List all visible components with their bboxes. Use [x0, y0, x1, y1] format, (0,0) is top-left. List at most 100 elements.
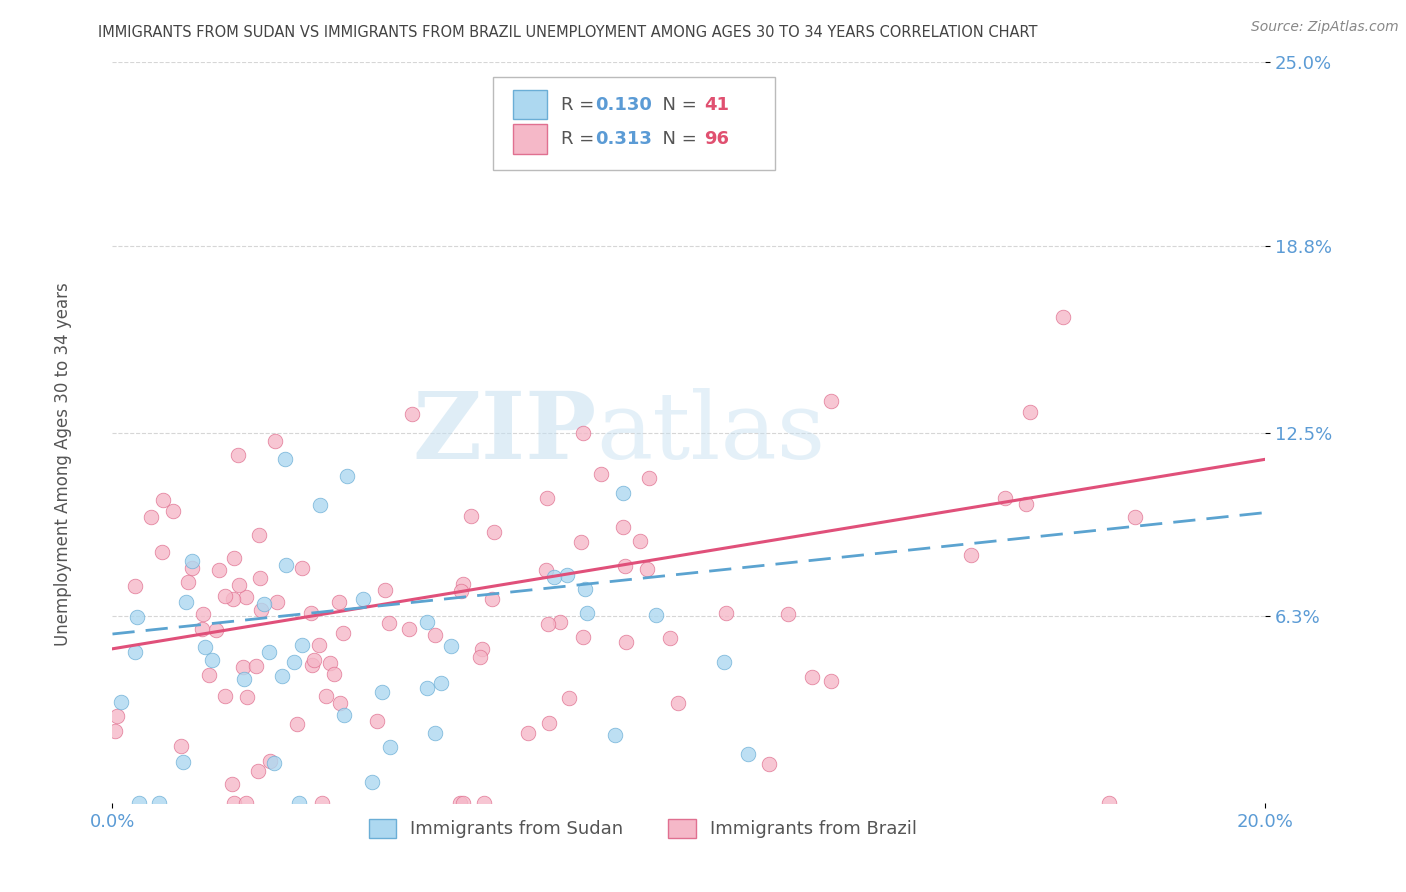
Point [162, 504, 184, 518]
Point [1052, 310, 1074, 325]
Point [204, 623, 226, 637]
Point [228, 578, 250, 592]
Point [180, 561, 202, 575]
Point [301, 606, 323, 620]
Point [311, 796, 333, 810]
Text: atlas: atlas [596, 388, 825, 477]
Point [374, 583, 396, 598]
Text: IMMIGRANTS FROM SUDAN VS IMMIGRANTS FROM BRAZIL UNEMPLOYMENT AMONG AGES 30 TO 34: IMMIGRANTS FROM SUDAN VS IMMIGRANTS FROM… [98, 25, 1038, 40]
Point [714, 607, 737, 621]
Point [236, 690, 259, 705]
Point [603, 728, 626, 742]
Point [613, 558, 636, 573]
Point [423, 726, 446, 740]
Point [1123, 510, 1146, 524]
Point [820, 393, 842, 408]
Point [378, 615, 401, 630]
Point [235, 796, 257, 810]
Point [214, 589, 236, 603]
Point [309, 499, 332, 513]
Text: Unemployment Among Ages 30 to 34 years: Unemployment Among Ages 30 to 34 years [55, 282, 72, 646]
Point [253, 597, 276, 611]
Point [249, 571, 271, 585]
Point [758, 757, 780, 772]
Point [283, 655, 305, 669]
Point [174, 595, 197, 609]
Point [450, 584, 472, 599]
Point [960, 548, 983, 562]
FancyBboxPatch shape [513, 124, 547, 153]
Point [537, 617, 560, 632]
Point [516, 726, 538, 740]
Point [614, 634, 637, 648]
Point [1019, 405, 1042, 419]
Text: R =: R = [561, 129, 600, 148]
Text: R =: R = [561, 95, 600, 113]
Point [332, 625, 354, 640]
Point [226, 448, 249, 462]
Point [105, 709, 128, 723]
Point [110, 695, 132, 709]
Point [208, 563, 231, 577]
Point [572, 630, 595, 644]
Point [104, 723, 127, 738]
Point [181, 554, 204, 568]
Point [301, 658, 323, 673]
Text: 96: 96 [704, 129, 728, 148]
Point [569, 534, 592, 549]
Point [191, 607, 214, 621]
Point [336, 469, 359, 483]
Point [245, 659, 267, 673]
Point [666, 696, 689, 710]
Point [820, 673, 842, 688]
Point [591, 467, 613, 482]
Point [246, 764, 269, 778]
Point [398, 622, 420, 636]
Point [572, 425, 595, 440]
Point [555, 568, 578, 582]
Point [127, 610, 149, 624]
Point [304, 652, 326, 666]
Point [548, 615, 571, 630]
Point [713, 655, 735, 669]
Point [440, 640, 463, 654]
Point [628, 533, 651, 548]
Point [558, 691, 581, 706]
Point [1098, 796, 1121, 810]
Point [352, 592, 374, 607]
Point [214, 689, 236, 703]
Point [198, 667, 221, 681]
Point [222, 592, 245, 607]
Point [328, 595, 350, 609]
Point [232, 659, 254, 673]
Point [637, 471, 659, 485]
Point [221, 777, 243, 791]
Point [250, 603, 273, 617]
Point [472, 796, 495, 810]
Point [323, 667, 346, 681]
Point [636, 561, 658, 575]
Point [1015, 497, 1038, 511]
Point [430, 675, 453, 690]
Text: ZIP: ZIP [412, 388, 596, 477]
Point [172, 755, 194, 769]
Point [380, 740, 402, 755]
Point [222, 796, 245, 810]
Point [401, 407, 423, 421]
Point [264, 434, 287, 448]
Point [128, 796, 150, 810]
Point [333, 707, 356, 722]
FancyBboxPatch shape [494, 78, 776, 169]
Text: Source: ZipAtlas.com: Source: ZipAtlas.com [1251, 20, 1399, 34]
Point [425, 628, 447, 642]
Point [416, 681, 439, 696]
Point [612, 486, 634, 500]
Point [285, 716, 308, 731]
Point [274, 558, 297, 572]
Point [139, 510, 162, 524]
Point [366, 714, 388, 728]
Point [235, 590, 257, 604]
Point [263, 756, 285, 771]
Point [449, 796, 471, 810]
Point [574, 582, 596, 596]
